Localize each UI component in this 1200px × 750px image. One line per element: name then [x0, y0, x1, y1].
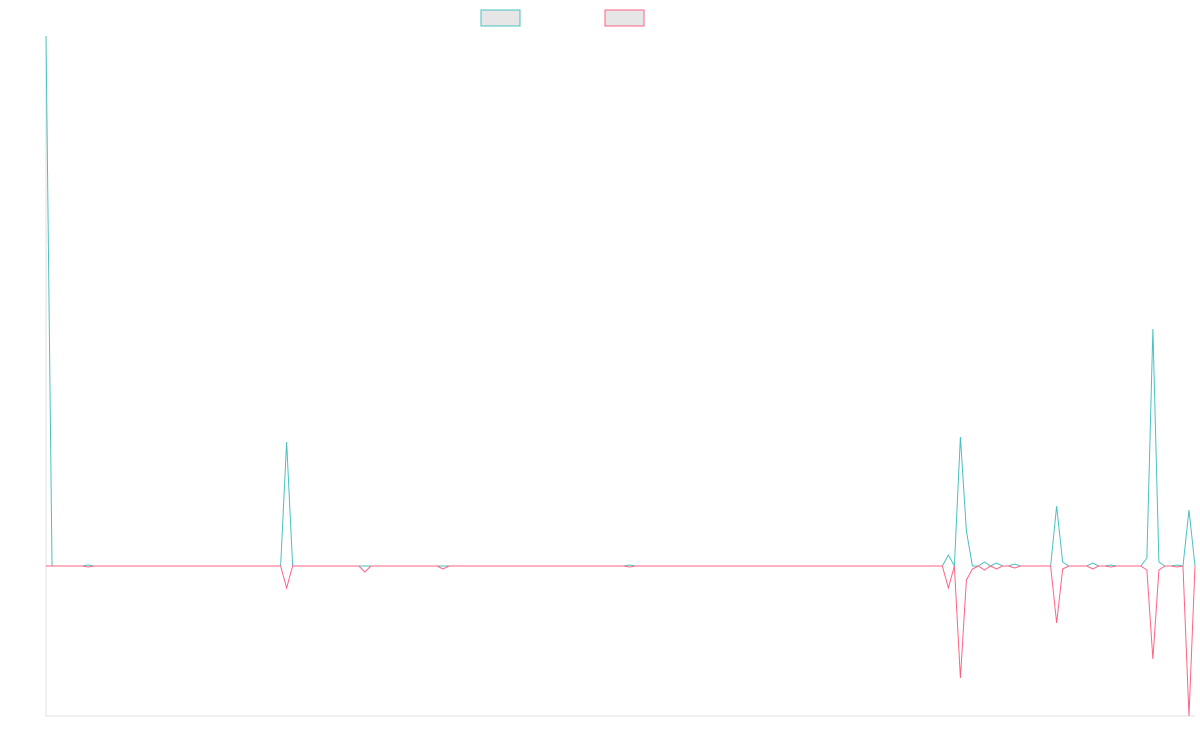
series-line: [45, 35, 1196, 568]
legend-swatch: [480, 9, 521, 27]
series-line: [46, 565, 1196, 717]
legend-swatch: [604, 9, 645, 27]
